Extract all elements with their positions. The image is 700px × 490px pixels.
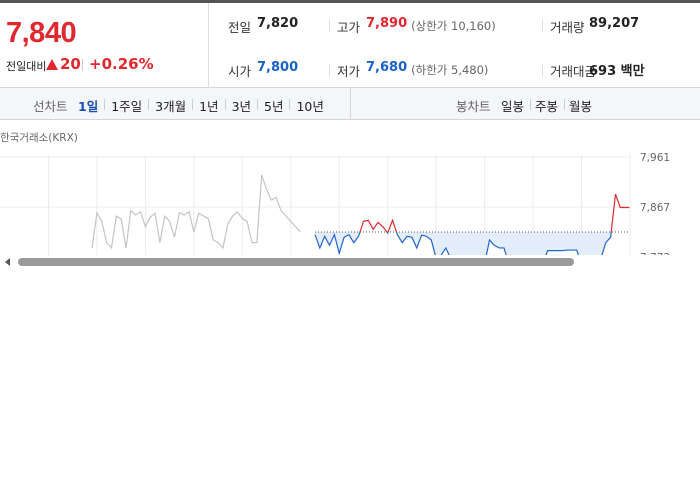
- period-tab[interactable]: 10년: [296, 99, 324, 114]
- tab-separator: [192, 99, 194, 110]
- tab-separator: [104, 99, 106, 110]
- column-separator: [329, 20, 330, 32]
- tab-separator: [257, 99, 259, 110]
- tab-separator: [564, 99, 566, 110]
- line: [91, 174, 301, 250]
- stat-label: 거래대금: [550, 64, 597, 79]
- scroll-left[interactable]: [5, 258, 10, 266]
- tab-group-label: 봉차트: [456, 99, 491, 114]
- group-divider: [350, 88, 351, 120]
- tab-group-label: 선차트: [33, 99, 68, 114]
- tab-separator: [530, 99, 532, 110]
- separator: [82, 59, 83, 71]
- scroll-thumb[interactable]: [18, 258, 574, 266]
- candle-tab[interactable]: 주봉: [535, 99, 559, 114]
- stat-value: 7,800: [257, 60, 299, 75]
- tab-separator: [148, 99, 150, 110]
- tab-separator: [224, 99, 226, 110]
- period-tab[interactable]: 3개월: [155, 99, 187, 114]
- line-up: [359, 194, 630, 232]
- stat-value: 7,890: [366, 16, 408, 31]
- change-pct: +0.26%: [89, 55, 154, 73]
- stat-label: 전일: [228, 20, 252, 35]
- line-area: [315, 232, 630, 255]
- period-tab[interactable]: 1년: [199, 99, 219, 114]
- chart-tabs: 선차트 1일 1주일 3개월 1년 3년 5년 10년 봉차트 일봉 주봉 월봉: [0, 88, 700, 120]
- y-tick-label: 7,961: [640, 152, 670, 164]
- current-price: 7,840: [6, 17, 77, 49]
- column-separator: [329, 64, 330, 76]
- period-tab[interactable]: 1일: [78, 99, 99, 114]
- change: 20: [60, 55, 81, 73]
- line-down: [314, 232, 612, 255]
- price-panel: 7,840 전일대비 20 +0.26%: [0, 3, 209, 88]
- period-tab[interactable]: 5년: [264, 99, 284, 114]
- period-tab[interactable]: 1주일: [111, 99, 143, 114]
- stat-label: 저가: [337, 64, 361, 79]
- stat-value: 7,680: [366, 60, 408, 75]
- plot: [0, 155, 630, 255]
- change-label: 전일대비: [6, 60, 47, 73]
- up-icon: [46, 59, 58, 70]
- stat-label: 시가: [228, 64, 252, 79]
- candle-tab[interactable]: 월봉: [569, 99, 593, 114]
- stat-value: 7,820: [257, 16, 299, 31]
- quote-header: 7,840 전일대비 20 +0.26% 전일 7,820 고가 7,890 (상한가 …: [0, 0, 700, 88]
- column-separator: [542, 64, 543, 76]
- stat-label: 고가: [337, 20, 361, 35]
- tab-separator: [289, 99, 291, 110]
- stat-note: (상한가 10,160): [411, 19, 496, 33]
- stat-note: (하한가 5,480): [411, 63, 489, 77]
- y-tick-label: 7,867: [640, 202, 670, 214]
- scrollbar[interactable]: [0, 255, 700, 267]
- source-label: 한국거래소(KRX): [0, 132, 78, 144]
- column-separator: [542, 20, 543, 32]
- stat-value: 89,207: [589, 16, 640, 31]
- period-tab[interactable]: 3년: [231, 99, 252, 114]
- candle-tab[interactable]: 일봉: [501, 99, 525, 114]
- stat-value: 693 백만: [589, 64, 645, 79]
- stat-label: 거래량: [550, 20, 585, 35]
